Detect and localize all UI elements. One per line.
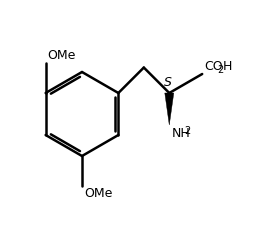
Text: NH: NH xyxy=(171,127,190,140)
Text: OMe: OMe xyxy=(48,49,76,62)
Text: OMe: OMe xyxy=(84,187,112,200)
Polygon shape xyxy=(165,93,174,125)
Text: H: H xyxy=(223,60,233,73)
Text: 2: 2 xyxy=(217,65,223,75)
Text: S: S xyxy=(164,76,172,89)
Text: CO: CO xyxy=(204,60,223,73)
Text: 2: 2 xyxy=(184,126,191,136)
